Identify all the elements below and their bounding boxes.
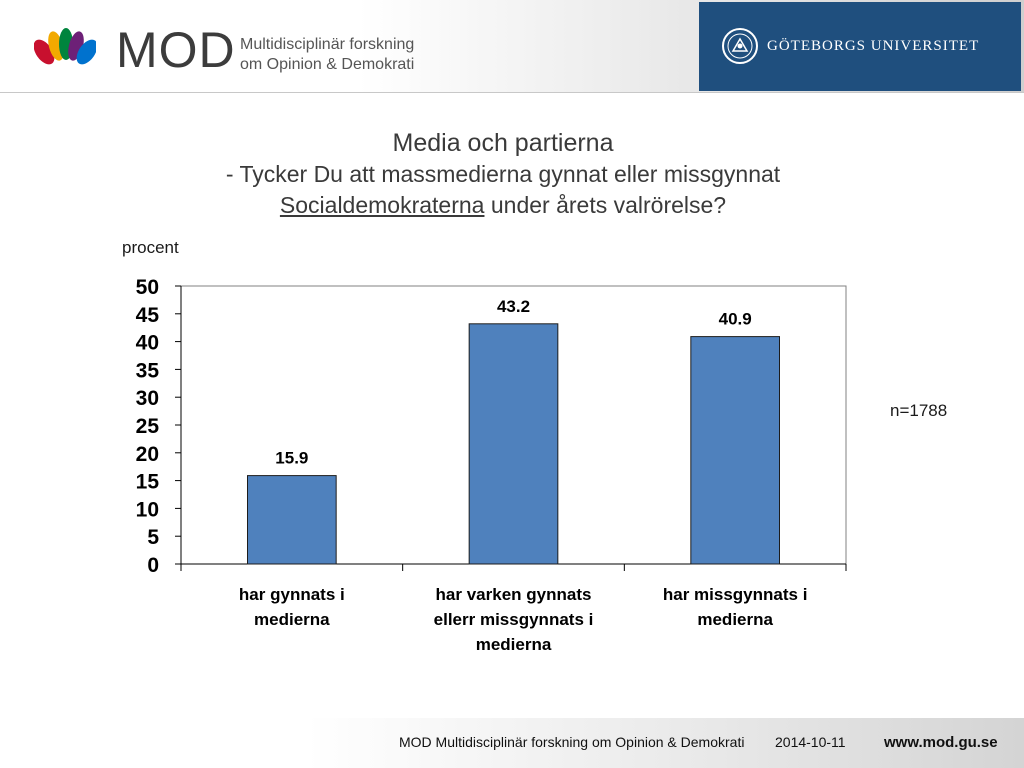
y-tick-label: 10 xyxy=(136,498,159,521)
footer-organization: MOD Multidisciplinär forskning om Opinio… xyxy=(399,734,745,750)
y-tick-label: 40 xyxy=(136,332,159,355)
y-tick-label: 0 xyxy=(147,554,159,577)
sample-size-label: n=1788 xyxy=(890,401,948,420)
footer-date: 2014-10-11 xyxy=(775,734,846,750)
y-tick-label: 5 xyxy=(147,526,159,549)
bar xyxy=(468,323,559,565)
y-tick-label: 25 xyxy=(136,415,160,438)
y-tick-label: 20 xyxy=(136,443,159,466)
brand-tagline-line2: om Opinion & Demokrati xyxy=(240,56,415,73)
data-label: 15.9 xyxy=(275,449,308,468)
x-category-label: medierna xyxy=(697,610,773,629)
title-line3: Socialdemokraterna under årets valrörels… xyxy=(0,190,1006,221)
y-tick-label: 30 xyxy=(136,387,159,410)
footer-band: MOD Multidisciplinär forskning om Opinio… xyxy=(0,718,1024,768)
x-category-label: medierna xyxy=(476,635,552,654)
data-label: 40.9 xyxy=(719,310,752,329)
brand-tagline: Multidisciplinär forskning om Opinion & … xyxy=(240,35,414,75)
bar xyxy=(690,336,780,565)
flower-logo-icon xyxy=(34,28,96,65)
y-tick-label: 45 xyxy=(136,304,160,327)
title-party-underlined: Socialdemokraterna xyxy=(279,192,485,218)
x-category-label: har missgynnats i xyxy=(663,585,808,604)
title-line1: Media och partierna xyxy=(392,129,614,157)
university-name: GÖTEBORGS UNIVERSITET xyxy=(767,38,980,54)
y-tick-label: 35 xyxy=(136,359,160,382)
brand-wordmark: MOD xyxy=(116,22,236,78)
university-seal-icon xyxy=(722,28,758,64)
data-label: 43.2 xyxy=(497,297,530,316)
y-unit-label: procent xyxy=(122,238,179,257)
x-category-label: medierna xyxy=(254,610,330,629)
x-category-label: har gynnats i xyxy=(239,585,345,604)
title-line3-rest: under årets valrörelse? xyxy=(484,192,727,218)
x-category-label: ellerr missgynnats i xyxy=(434,610,594,629)
footer-url[interactable]: www.mod.gu.se xyxy=(884,734,998,751)
x-category-label: har varken gynnats xyxy=(436,585,592,604)
title-line2: - Tycker Du att massmedierna gynnat elle… xyxy=(225,161,781,187)
slide-title: Media och partierna - Tycker Du att mass… xyxy=(0,128,1006,221)
y-tick-label: 15 xyxy=(136,471,160,494)
bar xyxy=(247,475,337,565)
header-band: MOD Multidisciplinär forskning om Opinio… xyxy=(0,0,1024,93)
university-panel: GÖTEBORGS UNIVERSITET xyxy=(699,2,1021,91)
brand-tagline-line1: Multidisciplinär forskning xyxy=(240,36,415,53)
y-tick-label: 50 xyxy=(136,276,159,299)
